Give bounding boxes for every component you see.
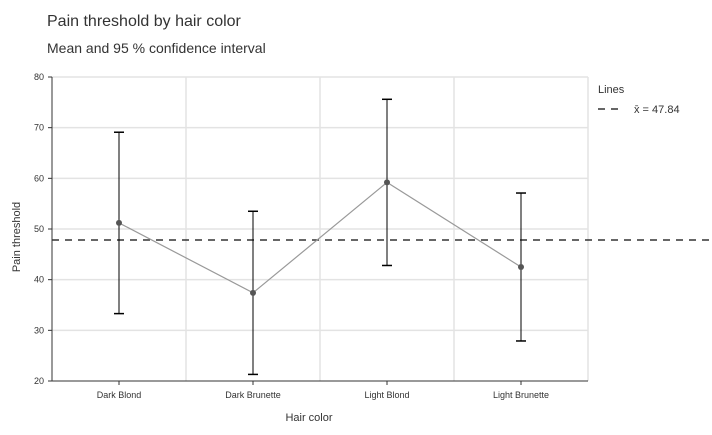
y-tick-label: 50 <box>34 224 44 234</box>
legend-title: Lines <box>598 84 625 96</box>
legend: Lines x̄ = 47.84 <box>598 84 680 116</box>
y-axis-label: Pain threshold <box>11 202 23 272</box>
x-tick-label: Dark Brunette <box>225 390 281 400</box>
x-tick-label: Dark Blond <box>97 390 142 400</box>
y-tick-label: 80 <box>34 72 44 82</box>
legend-label-mean: x̄ = 47.84 <box>634 104 680 116</box>
chart-subtitle: Mean and 95 % confidence interval <box>47 40 266 56</box>
chart-title: Pain threshold by hair color <box>47 13 242 30</box>
series-layer <box>114 98 526 376</box>
mean-point <box>116 219 122 226</box>
y-tick-label: 40 <box>34 275 44 285</box>
axes: 20 30 40 50 60 70 80 Dark Blond Dark Brunette Lig… <box>34 72 588 400</box>
x-tick-label: Light Blond <box>364 390 409 400</box>
mean-point <box>250 289 256 296</box>
mean-point <box>384 179 390 186</box>
y-tick-label: 60 <box>34 173 44 183</box>
x-tick-label: Light Brunette <box>493 390 549 400</box>
y-tick-label: 70 <box>34 123 44 133</box>
y-tick-label: 30 <box>34 325 44 335</box>
mean-point <box>518 264 524 270</box>
grid <box>52 76 589 381</box>
mean-connect-line <box>118 181 522 294</box>
x-axis-label: Hair color <box>285 412 332 424</box>
y-tick-label: 20 <box>34 376 44 386</box>
